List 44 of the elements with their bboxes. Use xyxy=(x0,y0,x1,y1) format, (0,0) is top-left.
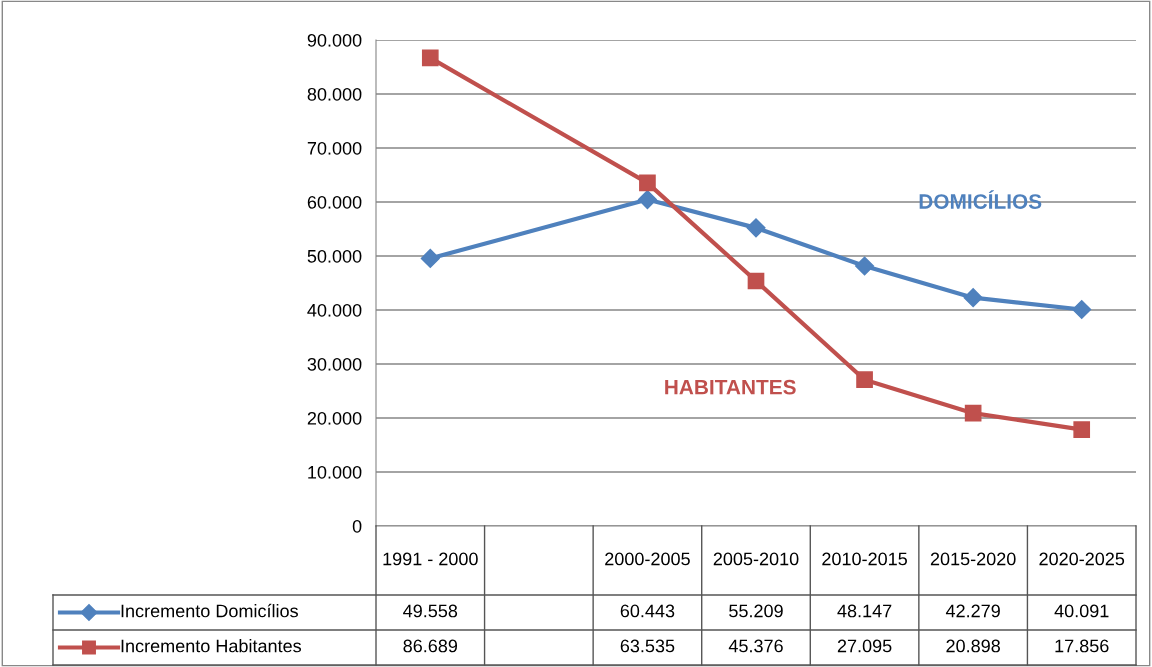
y-tick-label: 40.000 xyxy=(307,303,362,317)
point xyxy=(746,218,766,238)
point xyxy=(421,49,439,67)
data-label: 27.095 xyxy=(837,639,892,653)
y-tick-label: 70.000 xyxy=(307,141,362,155)
data-label: 55.209 xyxy=(729,604,783,618)
y-tick-label: 10.000 xyxy=(308,465,362,479)
annotation: DOMICÍLIOS xyxy=(919,190,1042,209)
legend-label: Incremento Domicílios xyxy=(121,603,298,618)
y-tick-label: 90.000 xyxy=(307,33,362,47)
data-label: 42.279 xyxy=(945,604,1000,618)
data-label: 20.898 xyxy=(946,639,1000,653)
legend-label: Incremento Habitantes xyxy=(121,639,302,653)
point xyxy=(639,174,656,192)
x-tick-label: 2010-2015 xyxy=(822,552,907,566)
x-tick-label: 1991 - 2000 xyxy=(383,552,478,566)
y-tick-label: 20.000 xyxy=(307,411,362,425)
point xyxy=(964,404,982,422)
data-label: 63.535 xyxy=(620,639,675,653)
data-label: 49.558 xyxy=(403,604,458,618)
point xyxy=(1073,421,1091,438)
x-tick-label: 2005-2010 xyxy=(713,552,799,566)
point xyxy=(747,272,765,290)
data-label: 60.443 xyxy=(620,604,675,618)
point xyxy=(637,190,657,210)
y-tick-label: 0 xyxy=(352,519,362,533)
annotation: HABITANTES xyxy=(665,379,796,395)
data-label: 48.147 xyxy=(837,604,892,618)
y-tick-label: 30.000 xyxy=(307,357,362,371)
data-label: 86.689 xyxy=(403,639,458,653)
point xyxy=(963,288,983,308)
y-tick-label: 80.000 xyxy=(307,87,362,101)
point xyxy=(855,256,875,276)
y-tick-label: 50.000 xyxy=(307,249,362,263)
x-tick-label: 2020-2025 xyxy=(1039,552,1125,566)
y-tick-label: 60.000 xyxy=(307,195,362,209)
data-label: 17.856 xyxy=(1055,639,1109,653)
point xyxy=(1072,299,1092,320)
point xyxy=(856,371,873,389)
data-label: 45.376 xyxy=(728,639,783,653)
data-label: 40.091 xyxy=(1054,604,1109,618)
x-tick-label: 2000-2005 xyxy=(605,552,690,566)
point xyxy=(420,248,440,268)
x-tick-label: 2015-2020 xyxy=(930,552,1016,566)
